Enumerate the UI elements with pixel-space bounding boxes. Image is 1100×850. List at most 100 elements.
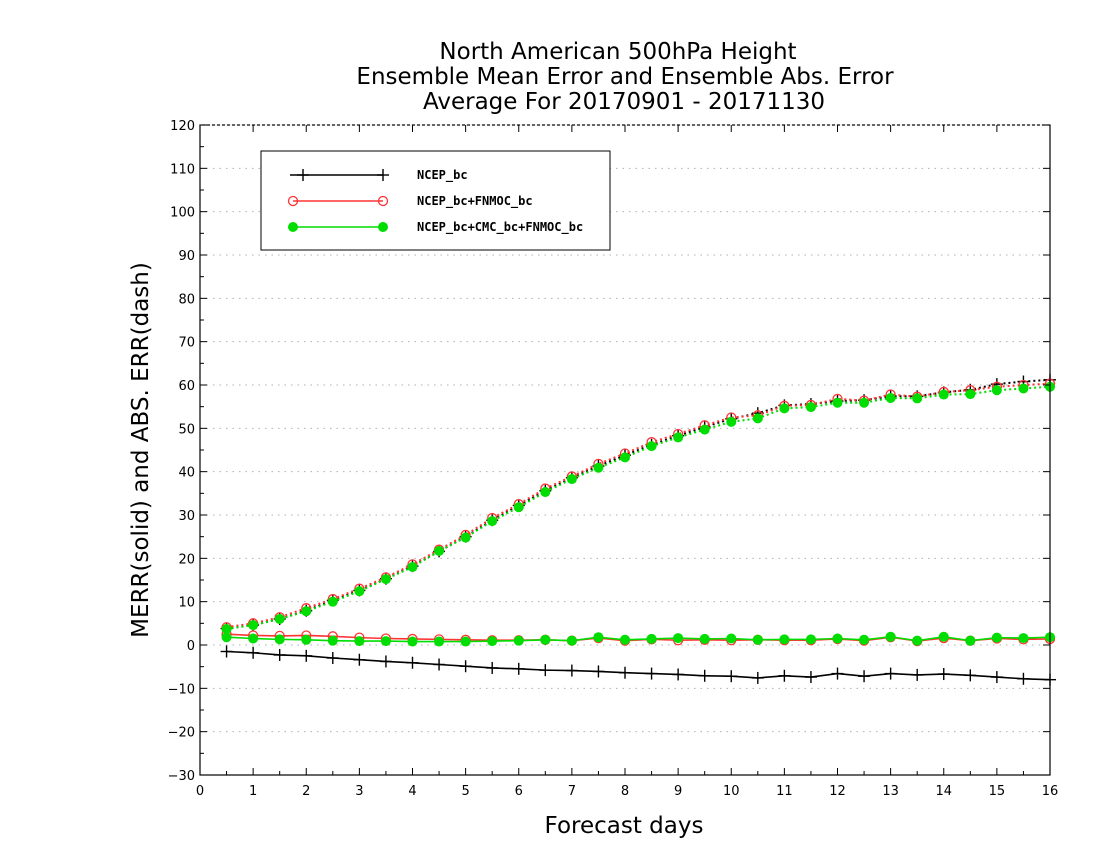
x-tick-label: 15 (989, 784, 1006, 799)
merr-point-NCEP_bc (220, 645, 233, 658)
x-tick-label: 3 (355, 784, 363, 799)
x-tick-label: 5 (461, 784, 469, 799)
abs-err-point-NCEP_bc+CMC_bc+FNMOC_bc (991, 385, 1002, 396)
legend-label-ncep-bc-cmc-bc-fnmoc-bc: NCEP_bc+CMC_bc+FNMOC_bc (417, 220, 583, 235)
y-tick-label: 20 (178, 552, 195, 567)
merr-point-NCEP_bc+CMC_bc+FNMOC_bc (327, 635, 338, 646)
merr-point-NCEP_bc+CMC_bc+FNMOC_bc (221, 632, 232, 643)
legend-marker-ncep-bc-cmc-bc-fnmoc-bc (288, 222, 388, 232)
series-NCEP_bc+CMC_bc+FNMOC_bc (221, 381, 1055, 647)
y-tick-label: 0 (187, 639, 195, 654)
y-tick-label: 90 (178, 249, 195, 264)
merr-point-NCEP_bc+CMC_bc+FNMOC_bc (540, 634, 551, 645)
merr-point-NCEP_bc (937, 668, 950, 681)
merr-point-NCEP_bc+CMC_bc+FNMOC_bc (991, 632, 1002, 643)
abs-err-point-NCEP_bc+CMC_bc+FNMOC_bc (885, 393, 896, 403)
chart-title-line-3: Average For 20170901 - 20171130 (423, 89, 825, 115)
merr-point-NCEP_bc+CMC_bc+FNMOC_bc (805, 634, 816, 645)
merr-point-NCEP_bc+CMC_bc+FNMOC_bc (646, 633, 657, 644)
x-axis-label: Forecast days (545, 813, 704, 839)
merr-point-NCEP_bc+CMC_bc+FNMOC_bc (938, 631, 949, 642)
abs-err-point-NCEP_bc+CMC_bc+FNMOC_bc (248, 620, 259, 631)
legend-marker-point (377, 169, 389, 181)
merr-point-NCEP_bc+CMC_bc+FNMOC_bc (274, 634, 285, 645)
merr-point-NCEP_bc+CMC_bc+FNMOC_bc (248, 633, 259, 644)
y-tick-label: 120 (170, 119, 195, 134)
x-tick-label: 8 (621, 784, 629, 799)
merr-point-NCEP_bc+CMC_bc+FNMOC_bc (380, 636, 391, 647)
x-tick-label: 16 (1042, 784, 1059, 799)
abs-err-point-NCEP_bc+CMC_bc+FNMOC_bc (513, 502, 524, 513)
x-tick-label: 2 (302, 784, 310, 799)
x-tick-label: 14 (935, 784, 952, 799)
merr-point-NCEP_bc+CMC_bc+FNMOC_bc (912, 635, 923, 646)
merr-point-NCEP_bc (964, 669, 977, 682)
chart-title-line-1: North American 500hPa Height (439, 39, 796, 65)
merr-point-NCEP_bc (512, 662, 525, 675)
abs-err-point-NCEP_bc+CMC_bc+FNMOC_bc (221, 623, 232, 634)
x-tick-label: 1 (249, 784, 257, 799)
abs-err-point-NCEP_bc+CMC_bc+FNMOC_bc (301, 606, 312, 617)
y-tick-label: −20 (168, 726, 195, 741)
abs-err-point-NCEP_bc+CMC_bc+FNMOC_bc (460, 532, 471, 543)
merr-point-NCEP_bc+CMC_bc+FNMOC_bc (779, 634, 790, 645)
legend-item-ncep-bc-cmc-bc-fnmoc-bc: NCEP_bc+CMC_bc+FNMOC_bc (288, 220, 583, 235)
merr-point-NCEP_bc (565, 664, 578, 677)
merr-point-NCEP_bc (645, 667, 658, 680)
abs-err-point-NCEP_bc+CMC_bc+FNMOC_bc (938, 389, 949, 400)
legend-marker-ncep-bc-fnmoc-bc (287, 195, 389, 207)
abs-err-point-NCEP_bc+CMC_bc+FNMOC_bc (407, 562, 418, 572)
abs-err-point-NCEP_bc+CMC_bc+FNMOC_bc (752, 413, 763, 424)
merr-point-NCEP_bc (672, 668, 685, 681)
abs-err-point-NCEP_bc+CMC_bc+FNMOC_bc (354, 586, 365, 597)
merr-point-NCEP_bc+CMC_bc+FNMOC_bc (513, 635, 524, 646)
merr-point-NCEP_bc (539, 664, 552, 677)
merr-point-NCEP_bc (300, 649, 313, 662)
merr-point-NCEP_bc+CMC_bc+FNMOC_bc (407, 636, 418, 647)
y-tick-label: 70 (178, 336, 195, 351)
merr-point-NCEP_bc (990, 671, 1003, 684)
x-tick-label: 0 (196, 784, 204, 799)
merr-point-NCEP_bc+CMC_bc+FNMOC_bc (859, 634, 870, 645)
merr-point-NCEP_bc+CMC_bc+FNMOC_bc (434, 636, 445, 647)
merr-point-NCEP_bc+CMC_bc+FNMOC_bc (726, 633, 737, 644)
merr-point-NCEP_bc (486, 661, 499, 674)
x-tick-label: 4 (408, 784, 416, 799)
abs-err-point-NCEP_bc+CMC_bc+FNMOC_bc (646, 441, 657, 452)
abs-err-point-NCEP_bc+CMC_bc+FNMOC_bc (620, 452, 630, 463)
x-tick-label: 7 (568, 784, 576, 799)
merr-point-NCEP_bc+CMC_bc+FNMOC_bc (885, 631, 896, 642)
merr-point-NCEP_bc+CMC_bc+FNMOC_bc (354, 636, 365, 647)
merr-point-NCEP_bc (751, 671, 764, 684)
merr-point-NCEP_bc (911, 668, 924, 681)
y-tick-label: 60 (178, 379, 195, 394)
abs-err-point-NCEP_bc+CMC_bc+FNMOC_bc (965, 389, 976, 400)
merr-point-NCEP_bc+CMC_bc+FNMOC_bc (1018, 633, 1029, 644)
merr-point-NCEP_bc+CMC_bc+FNMOC_bc (301, 634, 312, 645)
merr-point-NCEP_bc (353, 653, 366, 666)
legend-marker-point (287, 195, 299, 207)
legend-marker-point (288, 222, 298, 232)
legend-item-ncep-bc: NCEP_bc (290, 168, 468, 183)
x-tick-label: 10 (723, 784, 740, 799)
x-tick-label: 12 (829, 784, 846, 799)
merr-point-NCEP_bc (459, 660, 472, 673)
y-tick-label: 30 (178, 509, 195, 524)
y-tick-label: 50 (178, 422, 195, 437)
abs-err-point-NCEP_bc+CMC_bc+FNMOC_bc (726, 416, 737, 427)
merr-point-NCEP_bc+CMC_bc+FNMOC_bc (487, 636, 498, 647)
legend-marker-point (378, 222, 388, 232)
abs-err-point-NCEP_bc+CMC_bc+FNMOC_bc (912, 393, 923, 404)
abs-err-line-NCEP_bc (226, 378, 1051, 630)
merr-point-NCEP_bc+CMC_bc+FNMOC_bc (460, 636, 471, 647)
merr-point-NCEP_bc+CMC_bc+FNMOC_bc (620, 634, 630, 645)
abs-err-point-NCEP_bc+CMC_bc+FNMOC_bc (274, 614, 285, 624)
merr-point-NCEP_bc (858, 670, 871, 683)
merr-point-NCEP_bc+CMC_bc+FNMOC_bc (965, 635, 976, 646)
merr-point-NCEP_bc (619, 666, 631, 679)
y-tick-label: −10 (168, 682, 195, 697)
legend-marker-point (297, 169, 309, 181)
x-tick-label: 11 (776, 784, 793, 799)
y-tick-label: 100 (170, 206, 195, 221)
